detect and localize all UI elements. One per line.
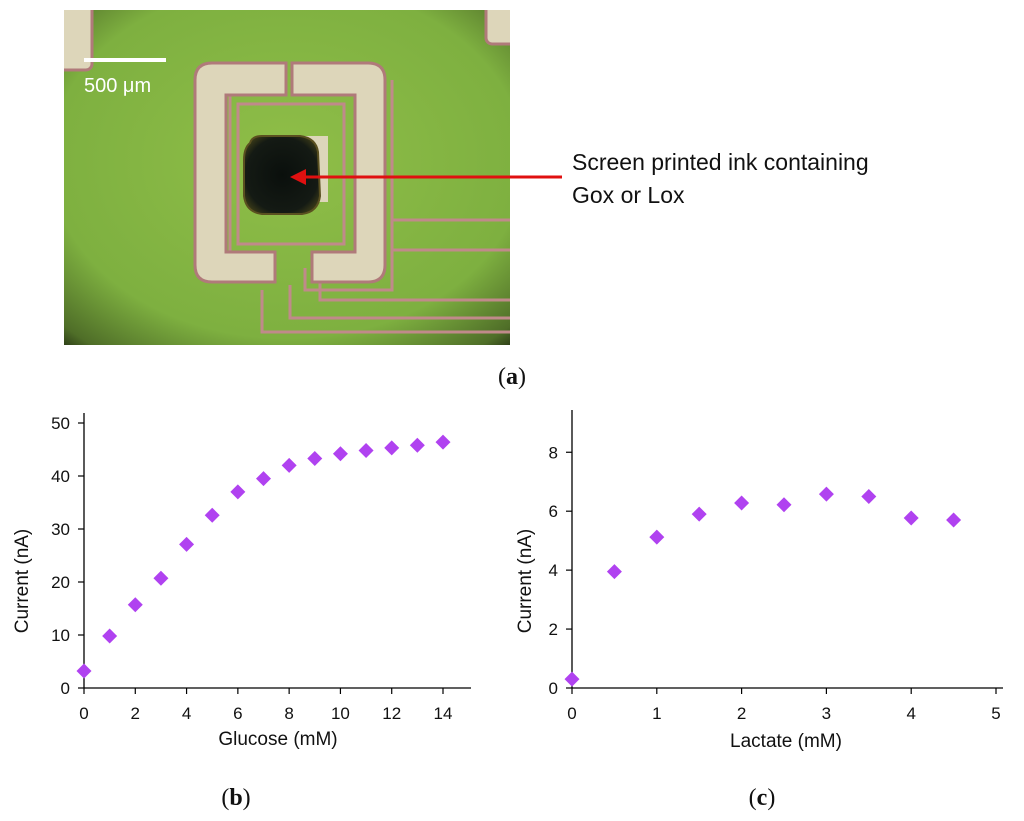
glucose-y-tick-label-1: 10 <box>51 626 70 645</box>
lactate-x-ticks: 0 1 2 3 4 5 <box>567 688 1001 723</box>
lactate-x-tick-label-2: 2 <box>737 704 746 723</box>
lactate-chart: 0 1 2 3 4 5 0 2 4 6 8 Lactate (mM) Current (nA) <box>515 410 1003 752</box>
electrode-pad-left <box>193 61 288 284</box>
lactate-point-3 <box>691 506 707 522</box>
glucose-point-8 <box>281 457 297 473</box>
glucose-point-2 <box>127 597 143 613</box>
glucose-y-tick-label-5: 50 <box>51 414 70 433</box>
lactate-y-tick-label-2: 4 <box>549 561 558 580</box>
electrode-pad-right <box>290 61 387 284</box>
glucose-y-tick-label-3: 30 <box>51 520 70 539</box>
corner-pad-left <box>64 10 94 72</box>
glucose-point-13 <box>409 437 425 453</box>
glucose-point-11 <box>358 443 374 459</box>
glucose-point-7 <box>256 471 271 487</box>
lactate-point-8 <box>903 510 919 526</box>
corner-pad-right <box>484 10 510 46</box>
lactate-x-tick-label-5: 5 <box>991 704 1000 723</box>
glucose-y-tick-label-4: 40 <box>51 467 70 486</box>
glucose-point-0 <box>76 663 92 679</box>
lactate-points <box>564 486 962 687</box>
lactate-point-1 <box>606 564 622 580</box>
glucose-x-tick-label-7: 14 <box>434 704 453 723</box>
lactate-y-tick-label-4: 8 <box>549 443 558 462</box>
lactate-x-tick-label-3: 3 <box>822 704 831 723</box>
glucose-chart: 0 2 4 6 8 10 12 14 0 10 20 30 40 50 Glucose (mM) Cur… <box>12 413 471 750</box>
glucose-point-14 <box>435 434 451 450</box>
panel-label-c: (c) <box>749 785 776 811</box>
glucose-point-9 <box>307 451 323 467</box>
micrograph: 500 μm <box>64 10 510 345</box>
glucose-x-tick-label-6: 12 <box>382 704 401 723</box>
inner-electrode <box>236 102 346 246</box>
lactate-point-6 <box>818 486 834 502</box>
lactate-y-label: Current (nA) <box>515 529 536 634</box>
lactate-point-4 <box>734 495 750 511</box>
glucose-point-4 <box>179 536 195 552</box>
glucose-point-10 <box>332 446 348 462</box>
glucose-x-tick-label-2: 4 <box>182 704 191 723</box>
lactate-x-tick-label-0: 0 <box>567 704 576 723</box>
lactate-point-9 <box>946 512 962 528</box>
glucose-points <box>76 434 451 679</box>
glucose-x-tick-label-0: 0 <box>79 704 88 723</box>
lactate-y-ticks: 0 2 4 6 8 <box>549 443 572 698</box>
glucose-x-tick-label-4: 8 <box>284 704 293 723</box>
scale-bar-label: 500 μm <box>84 75 151 97</box>
lactate-y-tick-label-0: 0 <box>549 679 558 698</box>
lactate-point-0 <box>564 671 580 687</box>
glucose-y-label: Current (nA) <box>12 529 33 634</box>
panel-label-a-letter: a <box>506 364 518 390</box>
glucose-x-tick-label-5: 10 <box>331 704 350 723</box>
glucose-x-tick-label-3: 6 <box>233 704 242 723</box>
glucose-y-tick-label-2: 20 <box>51 573 70 592</box>
lactate-y-tick-label-3: 6 <box>549 502 558 521</box>
glucose-x-label: Glucose (mM) <box>218 729 337 750</box>
glucose-point-1 <box>102 628 118 644</box>
panel-label-b-letter: b <box>229 785 242 811</box>
lactate-y-tick-label-1: 2 <box>549 620 558 639</box>
lactate-x-tick-label-4: 4 <box>906 704 915 723</box>
glucose-y-tick-label-0: 0 <box>61 679 70 698</box>
glucose-point-12 <box>384 440 400 456</box>
lactate-x-label: Lactate (mM) <box>730 731 842 752</box>
printed-ink-spot <box>243 135 322 215</box>
panel-label-b: (b) <box>221 785 250 811</box>
lactate-x-tick-label-1: 1 <box>652 704 661 723</box>
glucose-point-5 <box>204 507 220 523</box>
annotation-arrow <box>290 169 562 185</box>
annotation-line1: Screen printed ink containing <box>572 149 869 175</box>
lactate-point-2 <box>649 529 665 545</box>
panel-label-c-letter: c <box>757 785 768 811</box>
glucose-x-ticks: 0 2 4 6 8 10 12 14 <box>79 688 452 723</box>
lactate-point-5 <box>776 497 792 513</box>
glucose-point-6 <box>230 484 246 500</box>
glucose-x-tick-label-1: 2 <box>131 704 140 723</box>
glucose-y-ticks: 0 10 20 30 40 50 <box>51 414 84 698</box>
panel-label-a: (a) <box>498 364 526 390</box>
glucose-point-3 <box>153 570 169 586</box>
annotation-line2: Gox or Lox <box>572 182 685 208</box>
lactate-point-7 <box>861 488 877 504</box>
